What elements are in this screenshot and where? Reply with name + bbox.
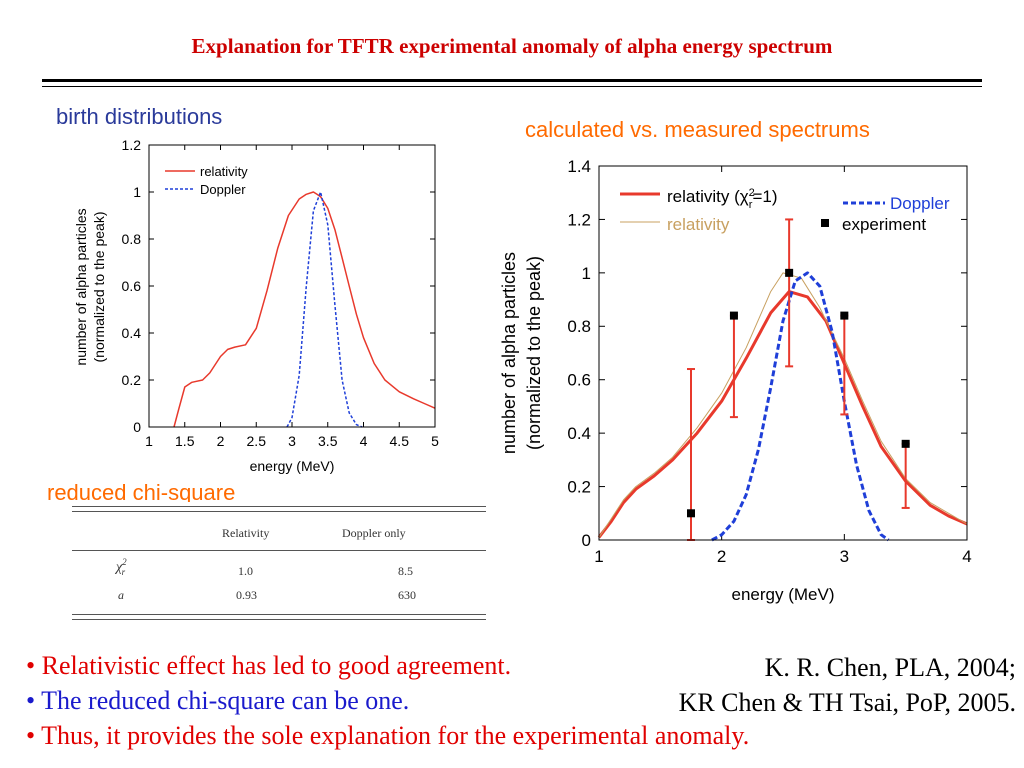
chart1-x-tick-label: 2.5 [247,433,267,449]
table-bottom-rule-2 [72,619,486,620]
chart2-x-tick-label: 2 [717,547,726,566]
chart2-y-tick-label: 0.4 [567,424,591,443]
chart1-legend: relativity Doppler [165,164,248,197]
chart1-x-tick-label: 4.5 [390,433,410,449]
chart1-x-tick-label: 5 [431,433,439,449]
chart1-y-tick-label: 0.2 [122,372,142,388]
title-rule-thick [42,79,982,82]
table-row-chi-label: χ2r [116,557,127,577]
chart2-y-tick-label: 0.6 [567,371,591,390]
spectrum-comparison-chart: 1 2 3 4 0 0.2 0.4 0.6 0.8 1 1.2 1.4 relativity (χ2 r… [499,157,972,604]
birth-distribution-chart: 1 1.5 2 2.5 3 3.5 4 4.5 5 0 0.2 0.4 0.6 0.8 1 1.2 relat… [73,137,439,474]
table-row-a-label: a [118,588,124,602]
bullet-3: • Thus, it provides the sole explanation… [26,721,750,750]
legend-relativity-label: relativity [200,164,248,179]
chart1-x-tick-label: 2 [217,433,225,449]
legend-relativity-chi-label: relativity (χ2 r=1) [667,187,778,211]
chart1-y-tick-label: 0.8 [122,231,142,247]
chart2-legend: relativity (χ2 r=1) relativity Doppler ex… [620,187,950,234]
table-chi-relativity: 1.0 [238,564,253,578]
table-chi-doppler: 8.5 [398,564,413,578]
table-a-relativity: 0.93 [236,588,257,602]
chart2-experiment-point [785,268,794,277]
title-rule-thin [42,86,982,87]
chart2-series-relativity [598,272,968,538]
chart2-experiment-point [729,311,738,320]
spectrum-comparison-heading: calculated vs. measured spectrums [525,117,870,142]
chart1-series-relativity [173,191,436,428]
chart1-y-tick-label: 1.2 [122,137,142,153]
table-a-doppler: 630 [398,588,416,602]
chart2-x-tick-label: 1 [594,547,603,566]
chart1-x-label: energy (MeV) [250,458,335,474]
table-header-rule [72,550,486,551]
legend-experiment-marker [821,219,829,227]
chart2-frame [598,165,968,541]
chart2-series-relativity-chi [597,290,968,539]
chart1-x-tick-label: 3.5 [318,433,338,449]
legend-experiment-label: experiment [842,215,926,234]
chart1-x-tick-label: 1.5 [175,433,195,449]
chart2-y-label-line2: (normalized to the peak) [524,256,544,450]
chart2-y-label-line1: number of alpha particles [499,252,519,454]
chart1-y-tick-label: 0.4 [122,325,142,341]
reference-2: KR Chen & TH Tsai, PoP, 2005. [678,688,1016,717]
chart1-x-tick-label: 4 [360,433,368,449]
chart1-series-doppler [286,191,363,428]
table-header-relativity: Relativity [222,526,270,540]
chart1-y-label-line2: (normalized to the peak) [91,212,107,363]
chart2-x-label: energy (MeV) [732,585,835,604]
references: K. R. Chen, PLA, 2004; KR Chen & TH Tsai… [679,650,1016,720]
reduced-chi-square-heading: reduced chi-square [47,480,236,502]
chart2-y-tick-label: 1 [582,264,591,283]
chart1-x-tick-label: 1 [145,433,153,449]
table-bottom-rule [72,614,486,615]
bullet-1: • Relativistic effect has led to good ag… [26,651,512,680]
chart1-y-tick-label: 0.6 [122,278,142,294]
chart2-series-doppler [711,271,890,542]
chart2-experiment-point [901,439,910,448]
birth-distributions-heading: birth distributions [56,104,223,129]
chart2-y-tick-label: 1.2 [567,210,591,229]
chart2-y-tick-label: 0.8 [567,317,591,336]
slide-title: Explanation for TFTR experimental anomal… [191,34,833,58]
legend-doppler-label: Doppler [200,182,246,197]
chart2-y-tick-label: 0 [582,531,591,550]
table-header-doppler: Doppler only [342,526,406,540]
chi-square-table: Relativity Doppler only χ2r 1.0 8.5 a 0.… [72,506,486,622]
chart1-x-tick-label: 3 [288,433,296,449]
chart1-frame [148,144,436,428]
chart2-experiment-point [687,509,695,518]
chart1-y-tick-label: 0 [133,419,141,435]
chart1-y-tick-label: 1 [133,184,141,200]
chart2-y-tick-label: 0.2 [567,478,591,497]
legend-relativity-thin-label: relativity [667,215,730,234]
chart2-y-tick-label: 1.4 [567,157,591,176]
bullet-list: • Relativistic effect has led to good ag… [26,648,749,753]
chart1-y-label-line1: number of alpha particles [73,208,89,365]
chart2-x-tick-label: 4 [962,547,971,566]
reference-1: K. R. Chen, PLA, 2004; [764,653,1016,682]
chart2-experiment-point [840,311,849,320]
table-top-rule-2 [72,511,486,512]
table-top-rule [72,506,486,507]
legend-doppler-label: Doppler [890,194,950,213]
chart2-x-tick-label: 3 [840,547,849,566]
bullet-2: • The reduced chi-square can be one. [26,686,410,715]
